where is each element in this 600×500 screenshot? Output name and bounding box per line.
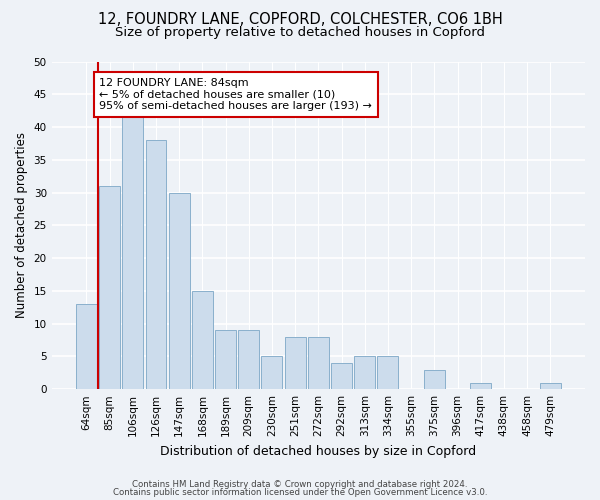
Bar — [192, 291, 213, 389]
Text: Contains HM Land Registry data © Crown copyright and database right 2024.: Contains HM Land Registry data © Crown c… — [132, 480, 468, 489]
Bar — [122, 114, 143, 389]
Bar — [470, 382, 491, 389]
Bar — [238, 330, 259, 389]
Bar — [262, 356, 283, 389]
Bar — [99, 186, 120, 389]
Bar — [76, 304, 97, 389]
Bar — [169, 192, 190, 389]
Bar — [540, 382, 561, 389]
Text: Size of property relative to detached houses in Copford: Size of property relative to detached ho… — [115, 26, 485, 39]
Bar — [308, 337, 329, 389]
Text: 12, FOUNDRY LANE, COPFORD, COLCHESTER, CO6 1BH: 12, FOUNDRY LANE, COPFORD, COLCHESTER, C… — [98, 12, 502, 28]
Bar — [377, 356, 398, 389]
Text: 12 FOUNDRY LANE: 84sqm
← 5% of detached houses are smaller (10)
95% of semi-deta: 12 FOUNDRY LANE: 84sqm ← 5% of detached … — [100, 78, 372, 111]
Y-axis label: Number of detached properties: Number of detached properties — [15, 132, 28, 318]
X-axis label: Distribution of detached houses by size in Copford: Distribution of detached houses by size … — [160, 444, 476, 458]
Bar — [424, 370, 445, 389]
Text: Contains public sector information licensed under the Open Government Licence v3: Contains public sector information licen… — [113, 488, 487, 497]
Bar — [354, 356, 375, 389]
Bar — [284, 337, 305, 389]
Bar — [146, 140, 166, 389]
Bar — [331, 363, 352, 389]
Bar — [215, 330, 236, 389]
